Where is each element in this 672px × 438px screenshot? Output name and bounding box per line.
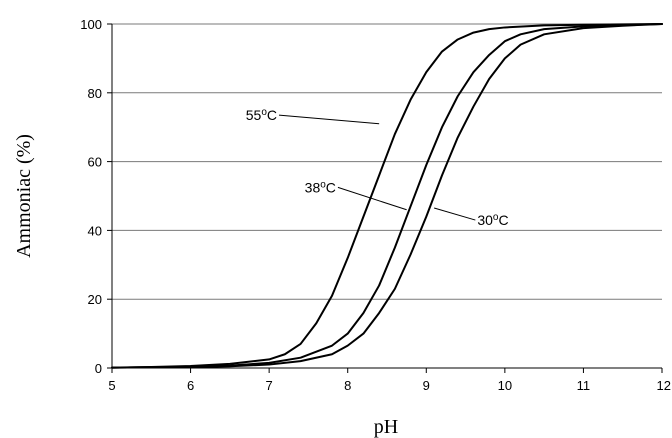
series-leader-38c: [337, 186, 407, 211]
series-leader-30c: [434, 207, 476, 221]
series-leader-55c: [278, 114, 380, 125]
x-tick-label-9: 9: [423, 378, 430, 393]
y-tick-label-100: 100: [80, 17, 102, 32]
y-tick-label-40: 40: [88, 223, 102, 238]
x-tick-label-8: 8: [344, 378, 351, 393]
x-tick-label-5: 5: [108, 378, 115, 393]
axes: [107, 23, 663, 373]
y-tick-label-80: 80: [88, 86, 102, 101]
x-tick-label-7: 7: [266, 378, 273, 393]
x-tick-label-6: 6: [187, 378, 194, 393]
y-tick-label-60: 60: [88, 155, 102, 170]
series-label-38c: 38oC: [305, 179, 336, 195]
tick-labels: 0 20 40 60 80 100 5 6 7 8 9 10 11 12: [80, 17, 671, 393]
series-lines: [111, 23, 663, 369]
x-tick-label-11: 11: [577, 378, 591, 393]
series-label-55c: 55oC: [246, 107, 277, 123]
curve-annotations: 55oC 38oC 30oC: [246, 107, 509, 228]
y-tick-label-20: 20: [88, 292, 102, 307]
x-tick-label-10: 10: [498, 378, 512, 393]
x-tick-label-12: 12: [657, 378, 671, 393]
series-line-55c: [111, 23, 663, 369]
series-line-30c: [111, 23, 663, 369]
y-tick-label-0: 0: [95, 361, 102, 376]
y-axis-title: Ammoniac (%): [13, 134, 35, 258]
series-label-30c: 30oC: [477, 212, 508, 228]
x-axis-title: pH: [374, 416, 398, 438]
series-line-38c: [111, 23, 663, 369]
gridlines: [112, 23, 662, 300]
